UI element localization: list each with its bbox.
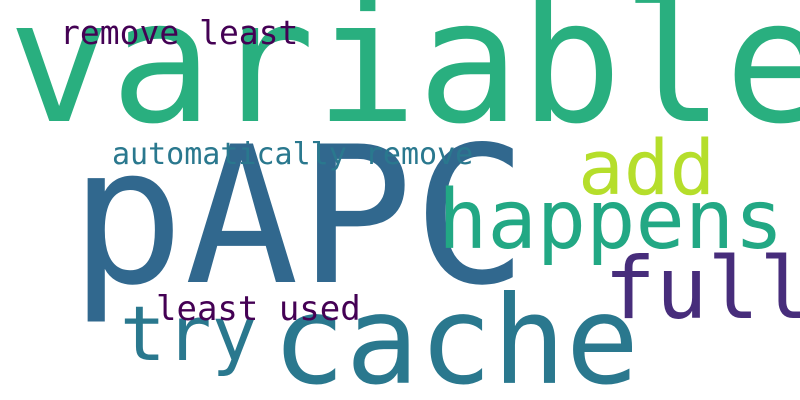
word-full: full (604, 239, 800, 339)
word-remove-least: remove least (60, 13, 299, 52)
word-automatically-remove: automatically remove (112, 137, 474, 172)
word-cache: cache (272, 270, 640, 400)
word-add: add (578, 123, 716, 212)
word-try: try (120, 289, 258, 378)
word-happens: happens (438, 173, 784, 268)
word-variable: variable (8, 0, 800, 162)
word-papc: pAPC (70, 106, 528, 327)
word-least-used: least used (156, 289, 361, 329)
